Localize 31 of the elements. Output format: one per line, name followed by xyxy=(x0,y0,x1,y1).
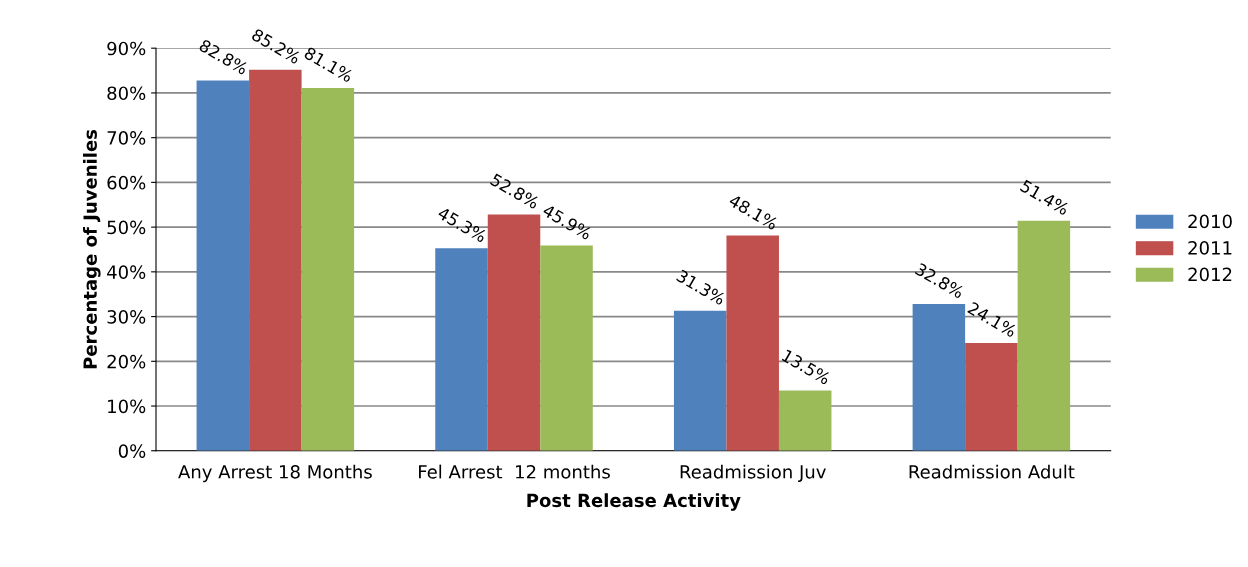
bar xyxy=(249,69,302,451)
y-axis-title: Percentage of Juveniles xyxy=(82,129,101,369)
bar xyxy=(778,390,832,451)
x-tick-label: Readmission Adult xyxy=(909,464,1075,479)
x-tick-label: Fel Arrest 12 months xyxy=(419,464,610,479)
y-tick-label: 90% xyxy=(107,41,146,56)
y-tick-label: 10% xyxy=(108,399,146,414)
bar xyxy=(196,80,250,451)
y-tick-label: 30% xyxy=(107,310,146,324)
bar xyxy=(912,304,966,451)
bar xyxy=(435,248,488,451)
x-axis-title: Post Release Activity xyxy=(527,493,741,511)
y-tick-label: 70% xyxy=(107,131,146,145)
y-tick-label: 80% xyxy=(107,86,146,101)
legend-label: 2012 xyxy=(1188,267,1232,282)
y-tick-label: 50% xyxy=(107,220,146,235)
bar xyxy=(965,342,1018,451)
bar xyxy=(301,88,355,451)
y-tick-label: 60% xyxy=(107,175,146,190)
bar xyxy=(726,235,779,451)
x-tick-label: Readmission Juv xyxy=(680,464,826,482)
legend-label: 2010 xyxy=(1188,214,1232,229)
bar xyxy=(540,245,593,451)
x-tick-label: Any Arrest 18 Months xyxy=(178,464,372,483)
y-tick-label: 40% xyxy=(107,265,146,279)
bar xyxy=(487,214,541,451)
legend-label: 2011 xyxy=(1188,241,1232,255)
y-tick-label: 20% xyxy=(107,354,146,369)
bar xyxy=(673,310,727,451)
y-tick-label: 0% xyxy=(118,444,146,458)
bar xyxy=(1017,220,1071,451)
